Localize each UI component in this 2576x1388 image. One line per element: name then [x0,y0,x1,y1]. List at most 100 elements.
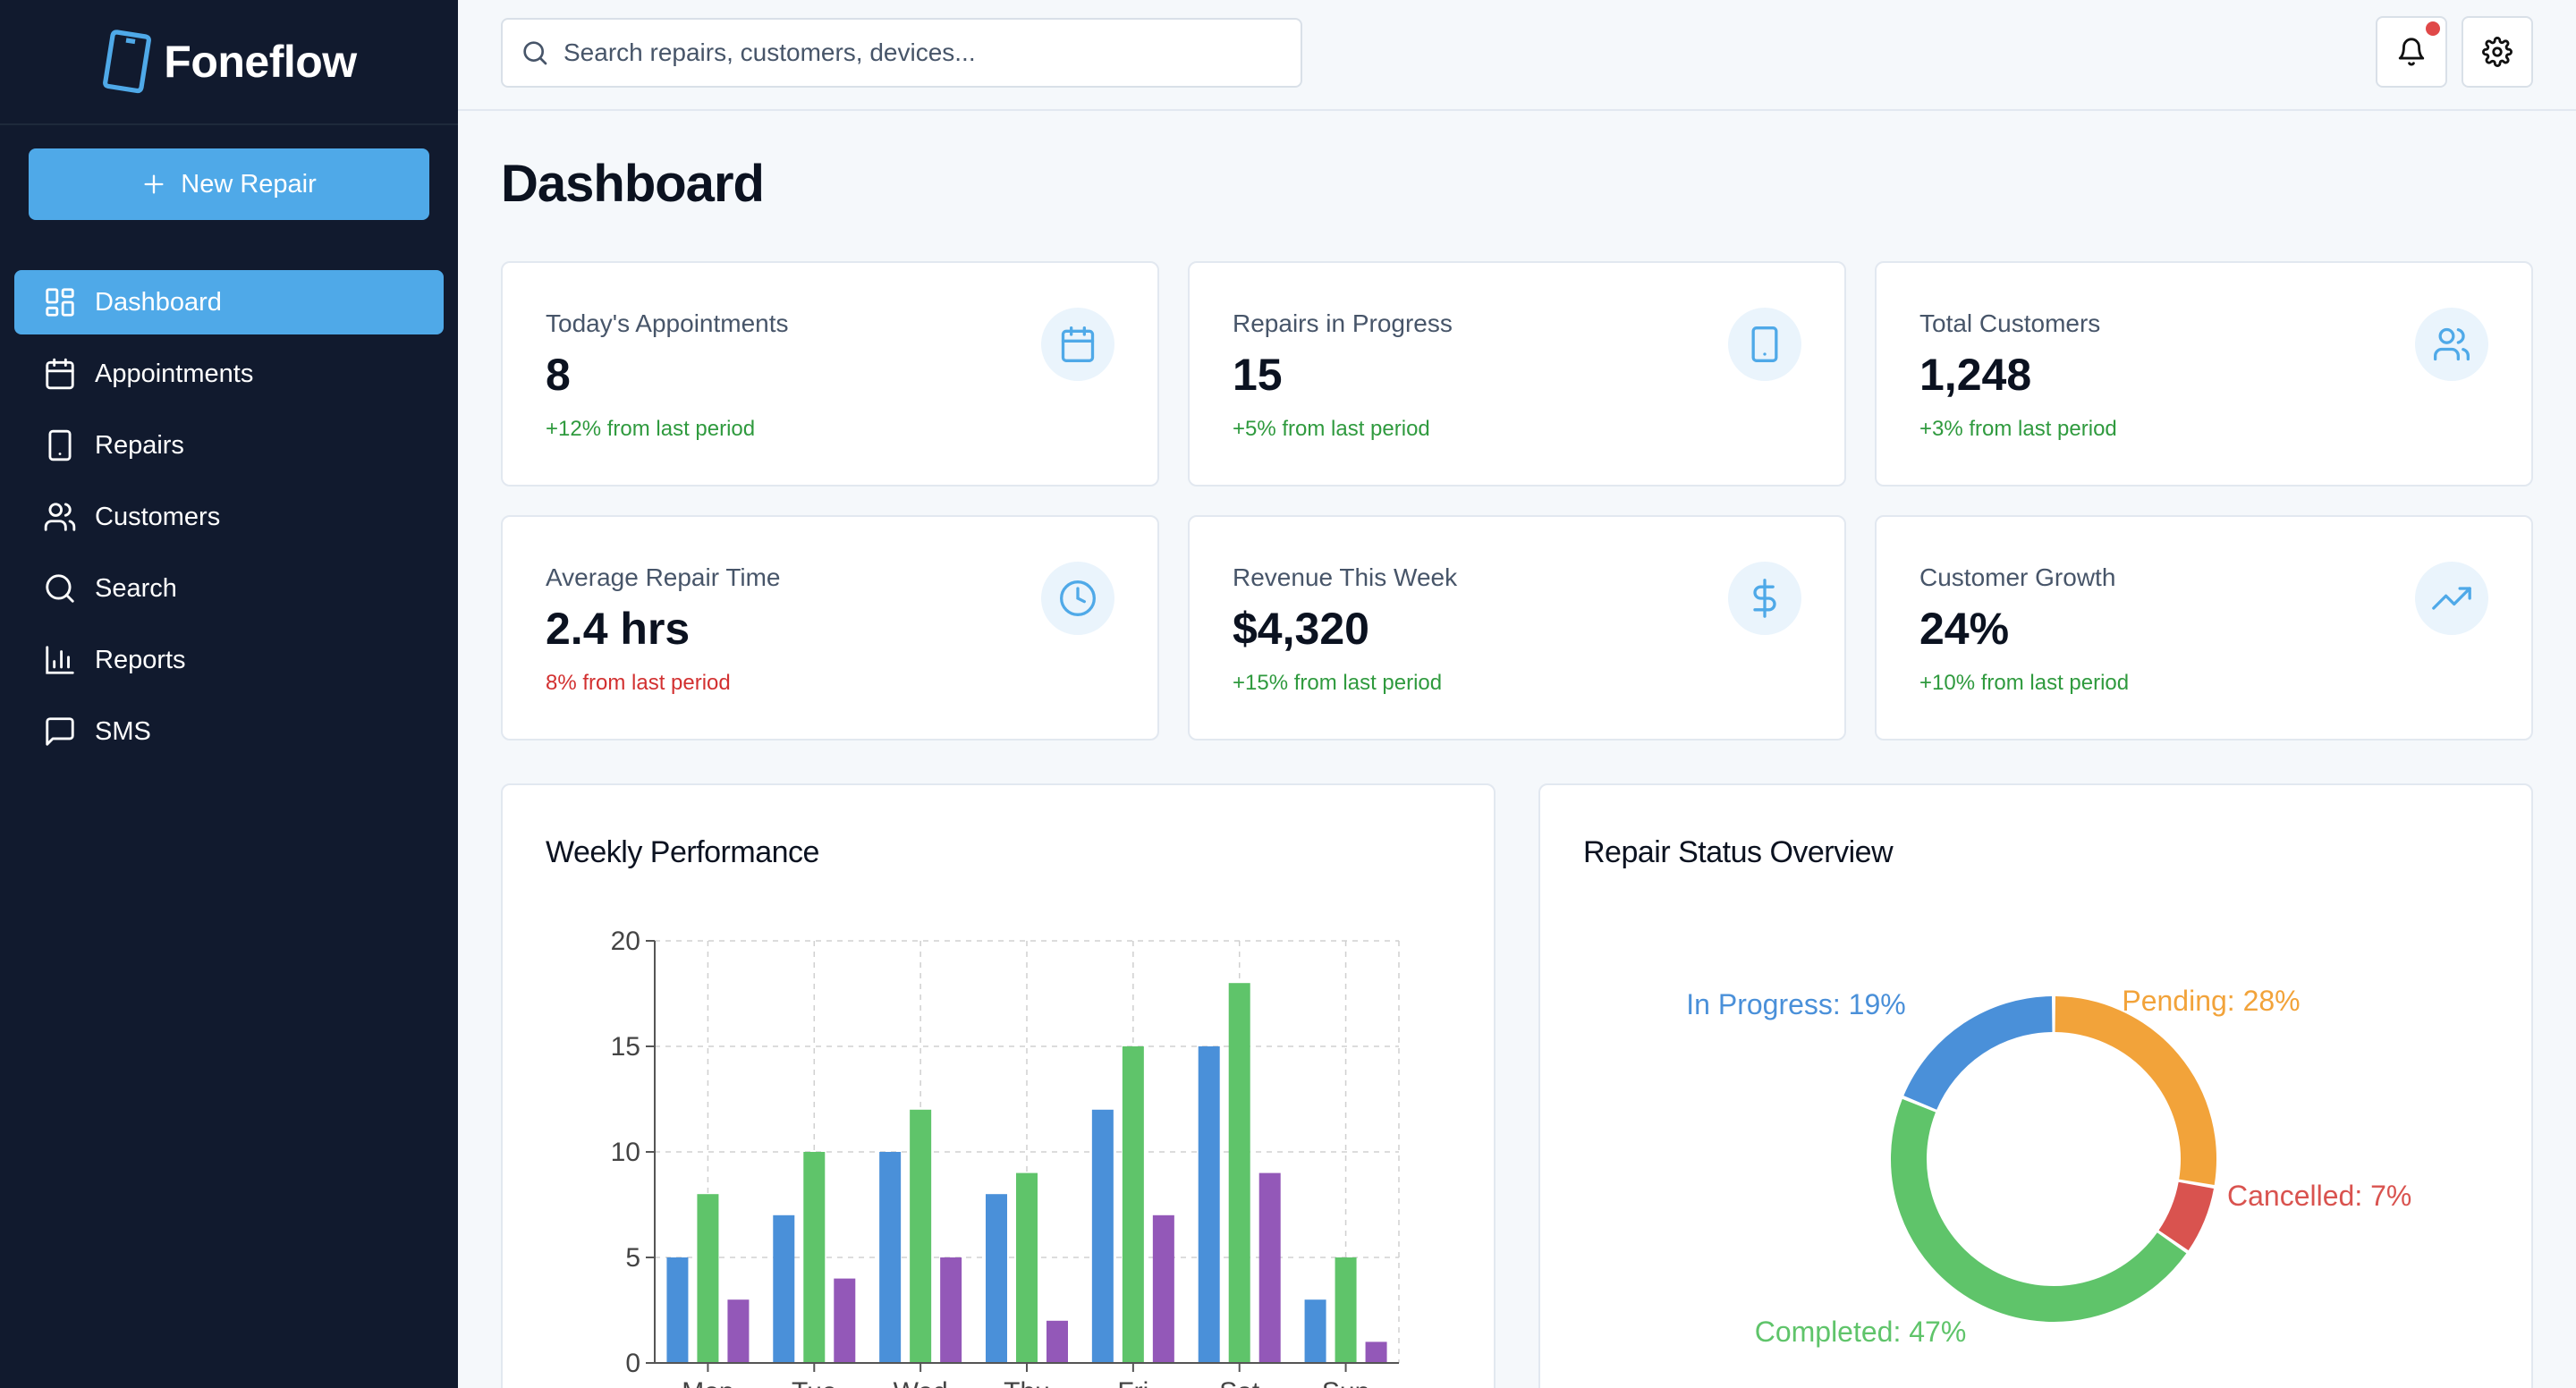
bar-thu-2[interactable] [1046,1320,1068,1363]
stat-change: 8% from last period [546,671,731,695]
calendar-icon [46,358,74,390]
bar-sat-0[interactable] [1198,1046,1220,1363]
slice-label: Cancelled: 7% [2227,1180,2411,1212]
weekly-performance-panel: 0 5 10 15 20 Mon Tue Wed Thu Fri Sat Sun Weekly Per… [501,783,1496,1388]
bar-wed-2[interactable] [940,1257,962,1363]
bar-mon-2[interactable] [727,1299,750,1363]
stat-card-appointments: Today's Appointments 8 +12% from last pe… [501,261,1159,487]
stat-value: $4,320 [1233,604,1369,654]
settings-button[interactable] [2462,16,2533,88]
stat-label: Average Repair Time [546,563,781,591]
search-icon [523,41,547,65]
panel-title: Weekly Performance [546,835,819,869]
x-tick-label: Sat [1219,1377,1260,1388]
users-icon [44,503,76,531]
notifications-button[interactable] [2376,16,2447,88]
bar-thu-1[interactable] [1016,1172,1038,1363]
bar-tue-2[interactable] [834,1278,856,1363]
clock-icon [1060,580,1096,616]
stat-icon-wrapper [2415,562,2488,635]
slice-label: Completed: 47% [1755,1316,1967,1348]
sidebar-item-customers[interactable]: Customers [14,485,444,549]
x-tick-label: Wed [894,1377,948,1388]
new-repair-button[interactable]: New Repair [29,148,429,220]
brand[interactable]: Foneflow [0,0,458,125]
sidebar-item-sms[interactable]: SMS [14,699,444,764]
y-tick-label: 10 [611,1138,640,1167]
stat-icon-wrapper [1041,308,1114,381]
bar-fri-1[interactable] [1122,1046,1144,1363]
plus-icon [144,174,164,194]
topbar [458,0,2576,111]
dollar-icon [1753,579,1776,618]
bar-wed-1[interactable] [910,1109,932,1363]
y-tick-label: 20 [611,927,640,956]
slice-completed[interactable] [1891,1098,2187,1322]
repair-status-panel: Pending: 28% Cancelled: 7% Completed: 47% I… [1538,783,2533,1388]
stat-value: 1,248 [1919,350,2032,400]
stat-card-customer-growth: Customer Growth 24% +10% from last perio… [1875,515,2533,741]
notification-badge [2426,21,2440,36]
bar-thu-0[interactable] [986,1194,1007,1363]
stat-change: +15% from last period [1233,671,1443,695]
sidebar-item-label: Dashboard [95,287,222,317]
stat-label: Repairs in Progress [1233,309,1453,337]
calendar-icon [1061,326,1095,362]
bar-fri-2[interactable] [1152,1214,1174,1363]
stat-value: 2.4 hrs [546,604,691,654]
stat-label: Total Customers [1919,309,2101,337]
bar-sun-1[interactable] [1335,1257,1357,1363]
search-input[interactable] [564,38,1279,67]
bar-mon-0[interactable] [666,1257,689,1363]
bar-mon-1[interactable] [697,1194,719,1363]
stat-change: +3% from last period [1919,417,2117,441]
sidebar-item-reports[interactable]: Reports [14,628,444,692]
bar-tue-0[interactable] [773,1214,795,1363]
phone-logo-icon [103,30,152,94]
bell-icon [2398,38,2425,66]
slice-label: In Progress: 19% [1686,988,1905,1020]
new-repair-label: New Repair [181,169,317,199]
bar-wed-0[interactable] [879,1152,902,1363]
bar-fri-0[interactable] [1091,1109,1114,1363]
app-name: Foneflow [164,37,357,87]
page-title: Dashboard [501,155,765,213]
x-tick-label: Mon [682,1377,733,1388]
stat-icon-wrapper [1041,562,1114,635]
bar-sun-2[interactable] [1365,1341,1387,1363]
stat-card-repairs-in-progress: Repairs in Progress 15 +5% from last per… [1188,261,1846,487]
sidebar: Foneflow New Repair Dashboard Appointmen… [0,0,458,1388]
trending-up-icon [2432,587,2471,610]
bar-sat-1[interactable] [1228,983,1250,1363]
sidebar-item-appointments[interactable]: Appointments [14,342,444,406]
bar-sat-2[interactable] [1258,1172,1281,1363]
slice-label: Pending: 28% [2122,985,2300,1017]
x-tick-label: Thu [1004,1377,1050,1388]
stat-card-total-customers: Total Customers 1,248 +3% from last peri… [1875,261,2533,487]
slice-in-progress[interactable] [1903,996,2053,1111]
dashboard-grid-icon [46,288,74,317]
sidebar-item-label: Search [95,573,177,603]
bar-sun-0[interactable] [1304,1299,1326,1363]
y-tick-label: 15 [611,1032,640,1062]
gear-icon [2482,37,2512,67]
slice-cancelled[interactable] [2158,1181,2214,1251]
sidebar-item-search[interactable]: Search [14,556,444,621]
stat-icon-wrapper [2415,308,2488,381]
panel-title: Repair Status Overview [1583,835,1894,869]
stat-value: 24% [1919,604,2010,654]
search-box[interactable] [501,18,1302,88]
search-icon [46,574,74,603]
sidebar-item-label: SMS [95,716,151,746]
bar-tue-1[interactable] [803,1152,826,1363]
sidebar-item-label: Reports [95,645,186,674]
stat-change: +10% from last period [1919,671,2130,695]
stat-value: 8 [546,350,571,400]
sidebar-item-repairs[interactable]: Repairs [14,413,444,478]
repair-status-chart: Pending: 28% Cancelled: 7% Completed: 47% I… [1686,985,2411,1348]
slice-pending[interactable] [2055,996,2216,1185]
sidebar-item-label: Appointments [95,359,254,388]
sidebar-item-dashboard[interactable]: Dashboard [14,270,444,334]
stat-label: Revenue This Week [1233,563,1458,591]
x-tick-label: Sun [1322,1377,1369,1388]
